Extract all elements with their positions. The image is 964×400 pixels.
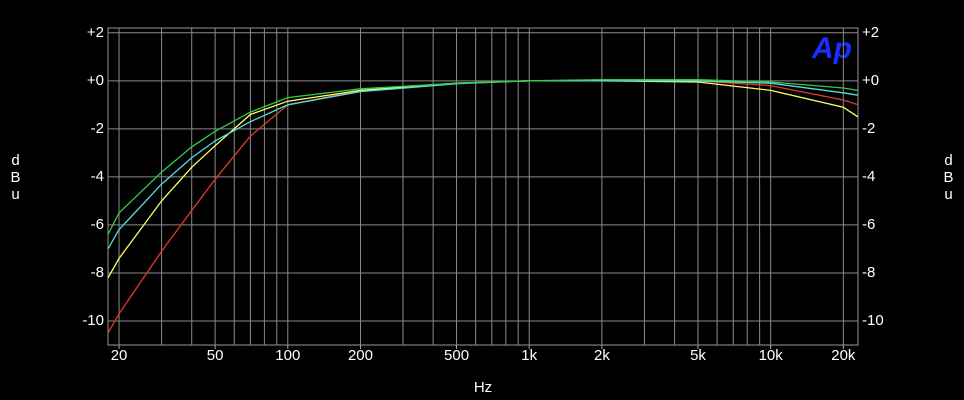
x-tick-label: 5k <box>690 347 706 364</box>
y-tick-label: -4 <box>91 168 104 185</box>
x-tick-label: 500 <box>444 347 469 364</box>
x-tick-label: 2k <box>594 347 610 364</box>
series-line <box>107 80 859 250</box>
plot-area <box>107 27 859 346</box>
y-tick-label: -10 <box>82 312 104 329</box>
y-axis-label-right: dBu <box>941 152 957 203</box>
x-tick-label: 20 <box>111 347 128 364</box>
series-line <box>107 80 859 279</box>
y-label-box: dBu <box>8 152 24 203</box>
y-tick-label: -6 <box>91 216 104 233</box>
y-tick-label-right: +0 <box>862 72 879 89</box>
x-tick-label: 10k <box>759 347 784 364</box>
y-tick-label-right: -10 <box>862 312 884 329</box>
y-tick-label-right: -2 <box>862 120 875 137</box>
y-tick-label-right: +2 <box>862 24 879 41</box>
x-tick-label: 20k <box>831 347 856 364</box>
x-tick-label: 50 <box>207 347 224 364</box>
y-tick-label-right: -8 <box>862 264 875 281</box>
y-axis-label: dBu <box>8 152 24 203</box>
logo: Ap <box>811 32 852 65</box>
y-tick-label: -8 <box>91 264 104 281</box>
y-tick-label-right: -4 <box>862 168 875 185</box>
x-tick-label: 200 <box>348 347 373 364</box>
series-line <box>107 78 859 235</box>
y-tick-label: +2 <box>87 24 104 41</box>
y-label-box-right: dBu <box>941 152 957 203</box>
x-tick-label: 100 <box>275 347 300 364</box>
y-tick-label: -2 <box>91 120 104 137</box>
x-tick-label: 1k <box>521 347 537 364</box>
y-tick-label: +0 <box>87 72 104 89</box>
x-axis-label: Hz <box>474 379 492 396</box>
y-tick-label-right: -6 <box>862 216 875 233</box>
